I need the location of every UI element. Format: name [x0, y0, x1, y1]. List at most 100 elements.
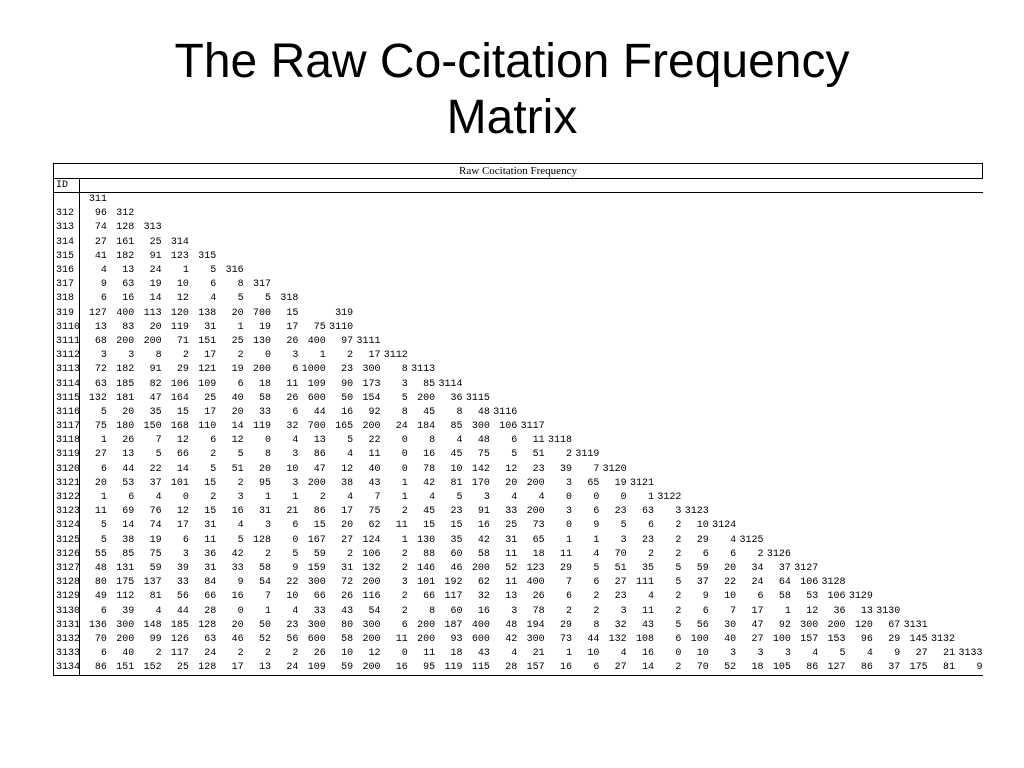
matrix-cell: 33	[313, 605, 326, 617]
matrix-cell: 181	[116, 392, 135, 404]
matrix-cell: 36	[450, 392, 463, 404]
matrix-cell: 73	[559, 633, 572, 645]
matrix-cell: 21	[532, 648, 545, 660]
matrix-cell: 3	[620, 605, 627, 617]
matrix-cell: 45	[423, 406, 436, 418]
matrix-cell: 3120	[602, 463, 627, 475]
matrix-cell: 51	[614, 562, 627, 574]
matrix-cell: 91	[477, 506, 490, 518]
matrix-cell: 22	[368, 435, 381, 447]
matrix-cell: 5	[620, 520, 627, 532]
matrix-cell: 7	[593, 463, 600, 475]
matrix-cell: 56	[696, 619, 709, 631]
matrix-cell: 31	[204, 562, 217, 574]
matrix-cell: 9	[702, 591, 709, 603]
matrix-cell: 165	[335, 421, 354, 433]
matrix-cell: 111	[636, 577, 655, 589]
matrix-cell: 19	[614, 477, 627, 489]
matrix-cell: 120	[170, 307, 189, 319]
matrix-cell: 2	[265, 648, 272, 660]
matrix-cell: 17	[216, 661, 244, 677]
matrix-cell: 2	[237, 648, 244, 660]
matrix-cell: 3	[565, 506, 572, 518]
matrix-cell: 4	[429, 492, 436, 504]
matrix-cell: 3127	[794, 562, 819, 574]
matrix-cell: 16	[477, 520, 490, 532]
matrix-cell: 700	[307, 421, 326, 433]
matrix-cell: 31	[505, 534, 518, 546]
matrix-cell: 80	[94, 577, 107, 589]
matrix-cell: 47	[149, 392, 162, 404]
matrix-cell: 3	[730, 648, 737, 660]
matrix-cell: 91	[149, 364, 162, 376]
matrix-cell: 52	[259, 633, 272, 645]
matrix-cell: 97	[341, 335, 354, 347]
matrix-cell: 1	[292, 492, 299, 504]
matrix-cell: 1	[648, 492, 655, 504]
matrix-cell: 33	[259, 406, 272, 418]
matrix-cell: 12	[806, 605, 819, 617]
matrix-cell: 200	[307, 477, 326, 489]
row-id: 312	[53, 207, 80, 222]
matrix-cell: 48	[94, 562, 107, 574]
matrix-cell: 5	[265, 293, 272, 305]
matrix-cell: 5	[237, 449, 244, 461]
matrix-cell: 150	[143, 421, 162, 433]
matrix-cell: 24	[149, 265, 162, 277]
matrix-cell: 59	[149, 562, 162, 574]
matrix-cell: 6	[511, 435, 518, 447]
matrix-cell: 40	[231, 392, 244, 404]
matrix-cell: 2	[265, 548, 272, 560]
matrix-cell: 2	[210, 449, 217, 461]
matrix-cell: 124	[362, 534, 381, 546]
matrix-cell: 48	[477, 406, 490, 418]
matrix-cell: 13	[505, 591, 518, 603]
matrix-cell: 22	[149, 463, 162, 475]
matrix-cell: 58	[259, 562, 272, 574]
matrix-cell: 6	[100, 293, 107, 305]
matrix-cell: 91	[149, 250, 162, 262]
matrix-cell: 12	[505, 463, 518, 475]
row-id: 317	[53, 278, 80, 293]
matrix-cell: 19	[259, 321, 272, 333]
matrix-cell: 23	[614, 591, 627, 603]
matrix-cell: 13	[122, 265, 135, 277]
matrix-cell: 1	[237, 321, 244, 333]
matrix-cell: 1	[401, 492, 408, 504]
matrix-cell: 8	[265, 449, 272, 461]
matrix-cell: 600	[307, 392, 326, 404]
matrix-cell: 2	[675, 591, 682, 603]
matrix-cell: 200	[417, 619, 436, 631]
row-id: 313	[53, 221, 80, 236]
matrix-cell: 54	[368, 605, 381, 617]
matrix-cell: 56	[176, 591, 189, 603]
matrix-cell: 3	[757, 648, 764, 660]
matrix-cell: 31	[259, 506, 272, 518]
matrix-cell: 76	[149, 506, 162, 518]
matrix-cell: 5	[100, 406, 107, 418]
matrix-cell: 29	[559, 562, 572, 574]
matrix-cell: 23	[450, 506, 463, 518]
matrix-cell: 42	[423, 477, 436, 489]
matrix-cell: 173	[362, 378, 381, 390]
matrix-cell: 4	[210, 293, 217, 305]
matrix-cell: 29	[559, 619, 572, 631]
matrix-cell: 4	[292, 605, 299, 617]
matrix-cell: 6	[237, 378, 244, 390]
row-id: 3115	[53, 391, 80, 406]
matrix-cell: 200	[362, 577, 381, 589]
matrix-cell: 5	[237, 293, 244, 305]
matrix-cell: 73	[532, 520, 545, 532]
matrix-cell: 65	[587, 477, 600, 489]
matrix-row: 316 4 13 24 1 5 316	[53, 263, 983, 279]
matrix-cell: 8	[429, 435, 436, 447]
matrix-cell: 51	[231, 463, 244, 475]
matrix-cell: 2	[675, 534, 682, 546]
row-id: 3128	[53, 576, 80, 591]
matrix-cell: 2	[565, 605, 572, 617]
matrix-cell: 92	[778, 619, 791, 631]
matrix-cell: 20	[149, 321, 162, 333]
matrix-cell: 23	[614, 506, 627, 518]
matrix-cell: 45	[450, 449, 463, 461]
matrix-cell: 200	[526, 506, 545, 518]
